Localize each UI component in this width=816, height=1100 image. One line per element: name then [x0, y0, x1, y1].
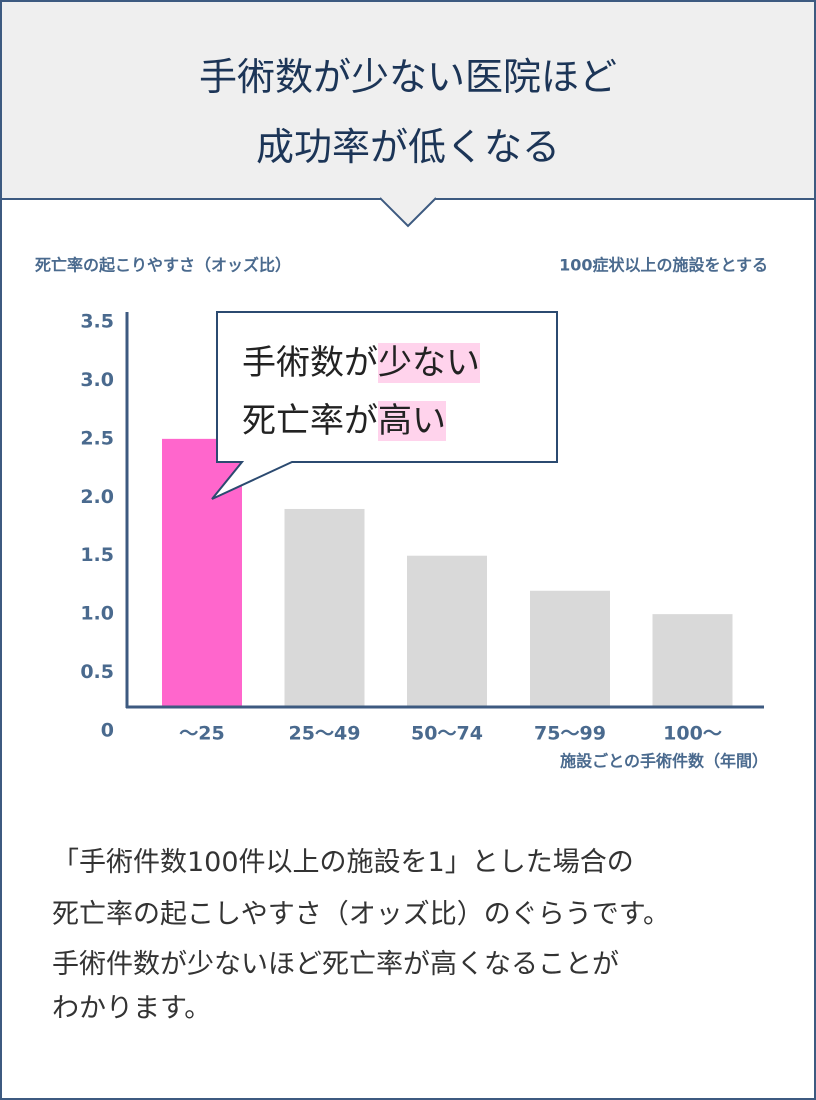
header: 手術数が少ない医院ほど 成功率が低くなる: [2, 2, 814, 200]
callout-highlight: 少ない: [378, 343, 480, 383]
callout-text: 手術数が: [242, 343, 378, 383]
header-pointer: [379, 197, 437, 228]
bar: [284, 508, 365, 707]
callout-text: 死亡率が: [242, 401, 378, 441]
title: 成功率が低くなる: [255, 125, 560, 169]
callout-line: 手術数が少ない: [242, 334, 480, 392]
callout-highlight: 高い: [378, 401, 446, 441]
x-tick-label: 75〜99: [534, 723, 606, 745]
x-tick-label: 100〜: [663, 723, 722, 745]
description: わかります。: [52, 993, 212, 1024]
y-tick-label: 0.5: [80, 661, 114, 683]
y-tick-label: 0: [101, 720, 114, 742]
x-tick-label: 25〜49: [289, 723, 361, 745]
bar: [652, 614, 733, 707]
description: 「手術件数100件以上の施設を1」とした場合の: [52, 847, 634, 878]
bar: [407, 555, 487, 707]
x-tick-label: 〜25: [179, 723, 224, 745]
x-axis-label: 施設ごとの手術件数（年間）: [560, 752, 768, 771]
callout-line: 死亡率が高い: [242, 392, 480, 450]
bar: [530, 590, 610, 707]
y-tick-label: 3.5: [80, 311, 114, 333]
x-tick-label: 50〜74: [411, 723, 483, 745]
callout: 手術数が少ない 死亡率が高い: [242, 334, 480, 450]
title: 手術数が少ない医院ほど: [198, 55, 617, 99]
y-tick-label: 2.0: [80, 486, 114, 508]
description: 手術件数が少ないほど死亡率が高くなることが: [52, 949, 619, 980]
y-tick-label: 3.0: [80, 369, 114, 391]
y-tick-label: 1.0: [80, 603, 114, 625]
y-tick-label: 2.5: [80, 427, 114, 449]
y-axis-label: 死亡率の起こりやすさ（オッズ比）: [35, 256, 291, 275]
y-tick-label: 1.5: [80, 544, 114, 566]
chart-note: 100症状以上の施設をとする: [559, 256, 768, 275]
description: 死亡率の起こしやすさ（オッズ比）のぐらうです。: [52, 899, 671, 930]
